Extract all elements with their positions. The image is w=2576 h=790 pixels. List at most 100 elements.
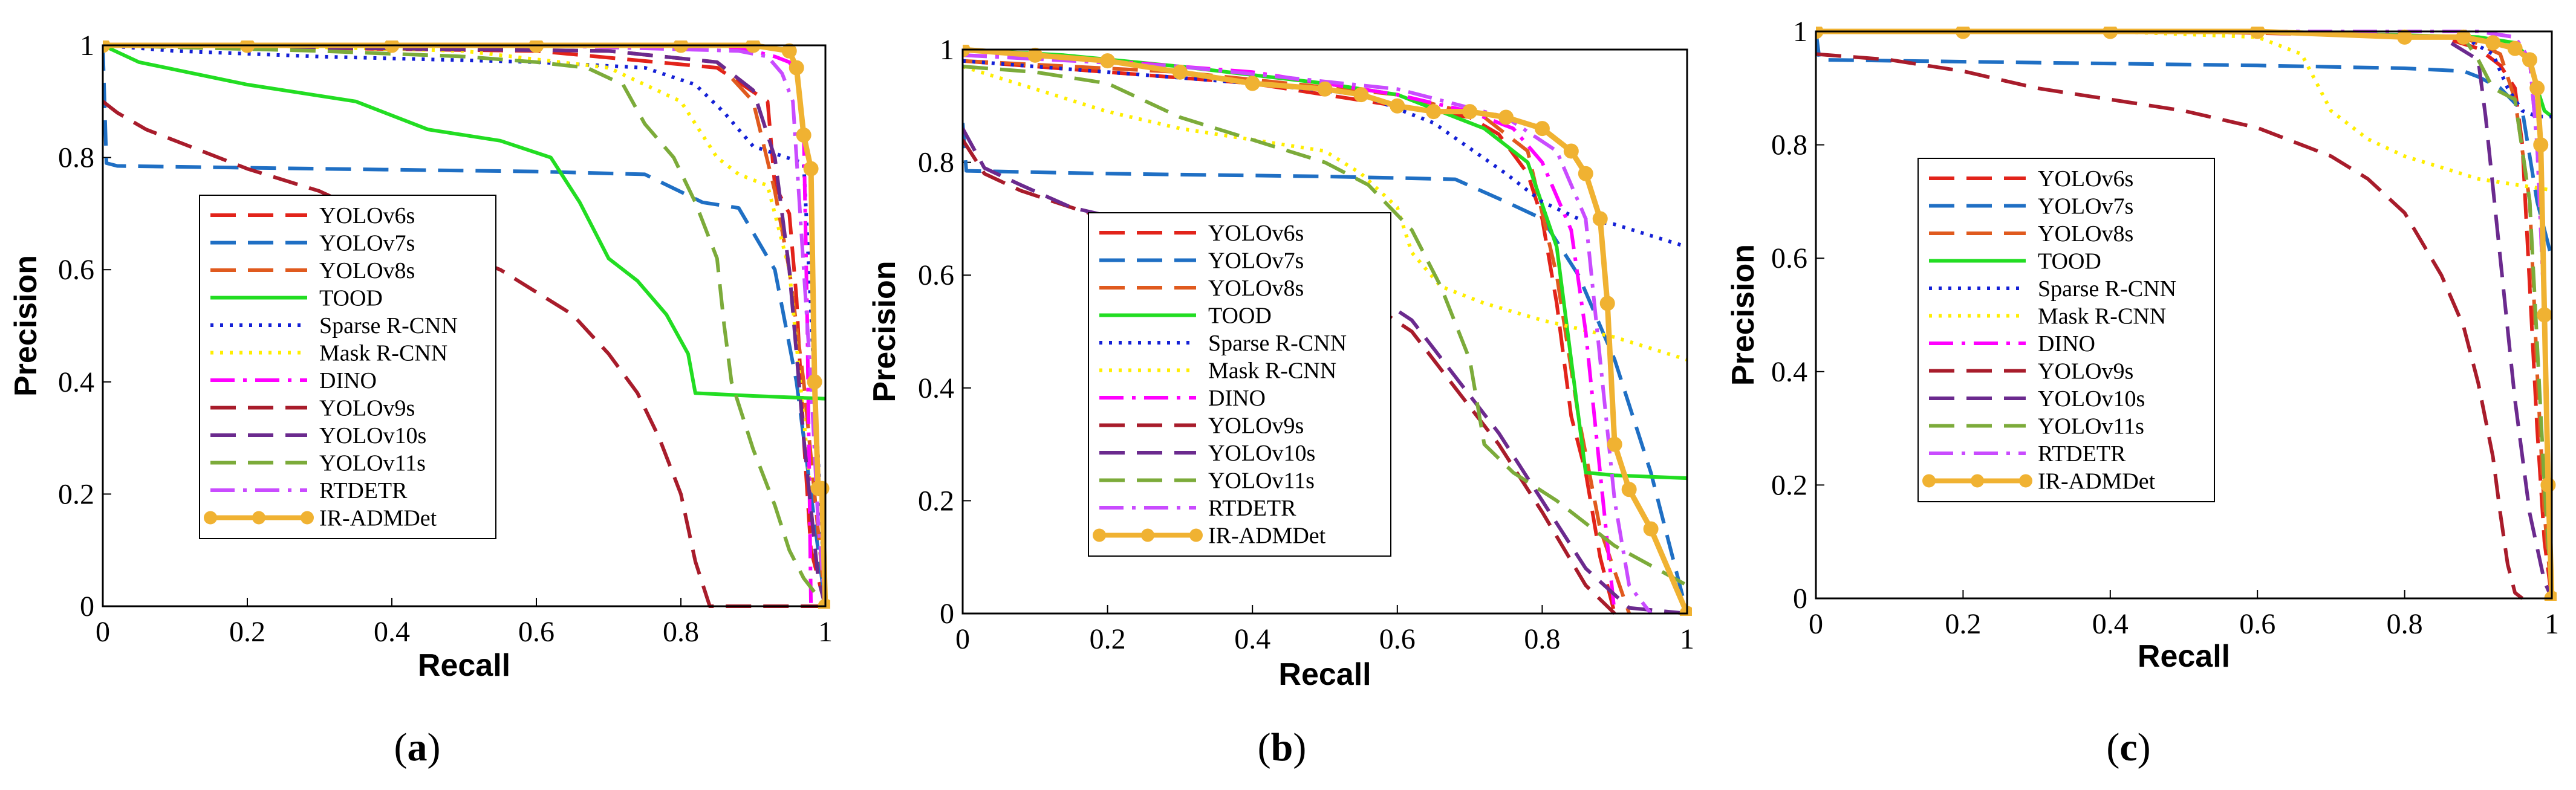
- series-line-tood: [1816, 30, 2553, 118]
- legend-label-yolov11s: YOLOv11s: [1208, 468, 1315, 494]
- series-point-ir-admdet: [2540, 477, 2556, 493]
- series-line-yolov9s: [103, 100, 825, 608]
- y-tick-label: 0.2: [918, 485, 954, 517]
- y-tick-label: 0: [1793, 583, 1807, 615]
- plot-frame: [102, 44, 827, 607]
- series-point-ir-admdet: [789, 60, 804, 76]
- x-axis-label: Recall: [418, 648, 510, 683]
- y-tick-label: 0.8: [1771, 129, 1807, 161]
- series-line-sparse-r-cnn: [1816, 30, 2552, 118]
- x-tick-label: 1: [2545, 608, 2559, 640]
- series-line-yolov6s: [103, 44, 827, 607]
- series-line-sparse-r-cnn: [103, 44, 827, 607]
- series-line-yolov11s: [103, 44, 827, 607]
- panel-b: 0 0.2 0.4 0.6 0.8 1 0 0.2 0.4 0.6 0.8 1 Recall Precis…: [867, 34, 1694, 769]
- x-tick-label: 1: [818, 616, 833, 648]
- x-axis-label: Recall: [2138, 639, 2230, 674]
- legend-label-yolov10s: YOLOv10s: [1208, 441, 1315, 466]
- y-tick-label: 0.8: [918, 147, 954, 179]
- legend-label-ir-admdet: IR-ADMDet: [1208, 523, 1326, 549]
- y-tick-label: 0.6: [1771, 242, 1807, 274]
- series-point-ir-admdet: [1027, 47, 1043, 63]
- series-point-ir-admdet: [1426, 104, 1442, 120]
- legend-label-ir-admdet: IR-ADMDet: [319, 506, 437, 531]
- series-point-ir-admdet: [796, 127, 812, 143]
- legend-marker: [204, 511, 217, 525]
- y-tick-label: 0: [80, 591, 94, 623]
- legend-label-yolov6s: YOLOv6s: [1208, 221, 1304, 246]
- series-point-ir-admdet: [1621, 482, 1637, 497]
- legend-label-tood: TOOD: [2038, 249, 2101, 274]
- y-axis-label: Precision: [8, 255, 44, 397]
- series-line-yolov7s: [963, 123, 1689, 614]
- series-point-ir-admdet: [1462, 104, 1478, 120]
- x-tick-label: 0.4: [1234, 623, 1270, 655]
- legend-label-yolov7s: YOLOv7s: [1208, 248, 1304, 274]
- legend-label-yolov11s: YOLOv11s: [319, 451, 426, 476]
- legend-label-dino: DINO: [2038, 331, 2095, 357]
- legend-label-yolov9s: YOLOv9s: [319, 396, 415, 421]
- y-tick-label: 0.4: [918, 372, 954, 404]
- series-point-ir-admdet: [2397, 29, 2413, 45]
- x-tick-label: 0: [1809, 608, 1823, 640]
- x-tick-label: 0: [96, 616, 110, 648]
- series-line-yolov8s: [103, 44, 827, 607]
- series-point-ir-admdet: [1244, 76, 1260, 91]
- series-point-ir-admdet: [1563, 143, 1579, 159]
- series-point-ir-admdet: [1172, 64, 1188, 80]
- legend-label-yolov9s: YOLOv9s: [2038, 359, 2133, 384]
- x-tick-label: 0.8: [663, 616, 699, 648]
- legend-label-yolov7s: YOLOv7s: [2038, 194, 2133, 219]
- y-tick-label: 0.6: [918, 259, 954, 291]
- legend-box: [199, 195, 496, 539]
- legend-label-sparse-r-cnn: Sparse R-CNN: [2038, 276, 2176, 302]
- y-tick-label: 0.2: [1771, 469, 1807, 501]
- series-line-tood: [103, 44, 826, 401]
- series-point-ir-admdet: [2533, 137, 2549, 153]
- y-tick-label: 1: [80, 30, 94, 62]
- series-line-yolov9s: [1816, 52, 2524, 600]
- legend-label-dino: DINO: [1208, 386, 1266, 411]
- series-line-ir-admdet: [963, 47, 1690, 615]
- plot-frame: [1815, 30, 2553, 600]
- panel-caption: (c): [2106, 725, 2150, 769]
- series-point-ir-admdet: [807, 374, 822, 390]
- series-group: [103, 40, 830, 609]
- x-tick-label: 0.4: [2092, 608, 2129, 640]
- y-tick-label: 0.8: [58, 142, 94, 174]
- panel-caption: (b): [1258, 725, 1307, 769]
- series-point-ir-admdet: [2537, 307, 2552, 323]
- legend-box: [1917, 158, 2215, 502]
- legend-marker: [252, 511, 265, 525]
- series-point-ir-admdet: [1534, 121, 1550, 137]
- legend-label-yolov11s: YOLOv11s: [2038, 414, 2144, 439]
- series-line-mask-r-cnn: [1816, 30, 2552, 192]
- x-axis-label: Recall: [1278, 657, 1371, 692]
- x-tick-label: 1: [1680, 623, 1694, 655]
- legend-label-rtdetr: RTDETR: [319, 478, 408, 503]
- series-point-ir-admdet: [2522, 52, 2537, 68]
- series-point-ir-admdet: [1599, 296, 1615, 311]
- series-point-ir-admdet: [1643, 521, 1659, 537]
- x-tick-label: 0.4: [374, 616, 410, 648]
- legend-marker: [1971, 474, 1984, 488]
- series-line-yolov11s: [963, 65, 1688, 588]
- y-axis-label: Precision: [1726, 244, 1761, 386]
- legend-marker: [1922, 474, 1936, 488]
- y-axis-label: Precision: [867, 261, 902, 402]
- series-point-ir-admdet: [2507, 40, 2523, 56]
- legend-box: [1088, 212, 1391, 557]
- x-tick-label: 0.8: [2387, 608, 2423, 640]
- legend-label-mask-r-cnn: Mask R-CNN: [2038, 304, 2166, 329]
- y-tick-label: 0.4: [58, 366, 94, 398]
- series-point-ir-admdet: [1498, 109, 1514, 125]
- legend-marker: [1189, 528, 1203, 542]
- legend-label-yolov6s: YOLOv6s: [319, 203, 415, 228]
- series-point-ir-admdet: [803, 161, 819, 176]
- legend-label-yolov10s: YOLOv10s: [319, 423, 426, 448]
- legend-label-tood: TOOD: [319, 286, 383, 311]
- y-tick-label: 1: [1793, 16, 1807, 48]
- series-point-ir-admdet: [1100, 53, 1116, 69]
